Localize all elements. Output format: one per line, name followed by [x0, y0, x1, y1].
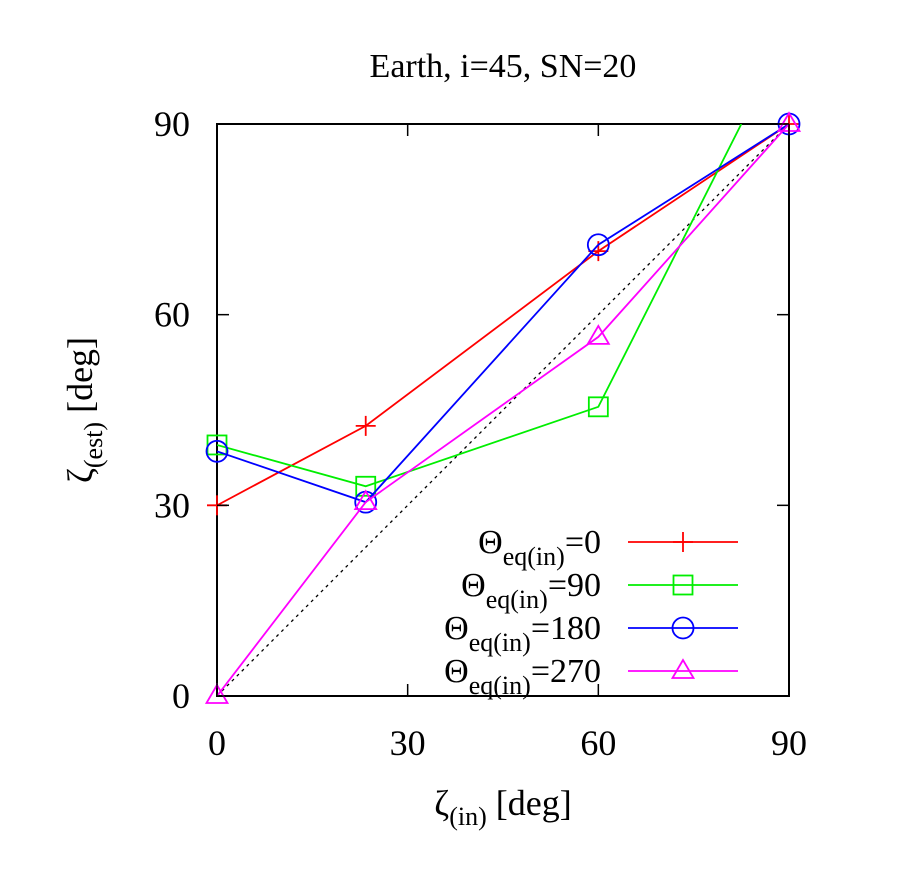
series-line-3 [217, 124, 789, 696]
legend-label: Θeq(in)=90 [461, 567, 601, 614]
chart-title: Earth, i=45, SN=20 [370, 48, 637, 85]
y-tick-label: 30 [154, 485, 190, 525]
series-2 [205, 112, 801, 514]
series-3-point [204, 683, 230, 704]
legend-item: Θeq(in)=270 [444, 653, 738, 700]
x-axis-label-sub: (in) [449, 802, 487, 831]
legend-label-main: Θ [444, 653, 469, 690]
legend-swatch-marker [673, 532, 693, 552]
series-1-point [206, 434, 228, 456]
legend-label: Θeq(in)=270 [444, 653, 601, 700]
y-axis-label-sub: (est) [79, 422, 108, 468]
x-tick-label: 0 [208, 723, 226, 763]
series-3-point [353, 489, 378, 511]
legend-item: Θeq(in)=0 [478, 524, 738, 571]
series-layer [204, 111, 802, 704]
legend-label-sub: eq(in) [503, 542, 565, 571]
legend-swatch-marker [672, 574, 694, 596]
series-0-point [355, 415, 376, 436]
series-3-point [586, 324, 611, 345]
series-1-point [355, 475, 377, 497]
series-1 [206, 124, 743, 497]
series-line-1 [217, 124, 743, 488]
series-3 [204, 111, 802, 704]
x-tick-label: 30 [390, 723, 426, 763]
plot-frame [216, 123, 790, 697]
series-2-point [205, 439, 229, 463]
series-2-point [586, 233, 610, 257]
plot-border [216, 123, 790, 697]
legend-label-suffix: =270 [531, 653, 601, 690]
x-axis-label-unit: [deg] [487, 783, 572, 823]
y-axis-label-unit: [deg] [60, 337, 100, 422]
legend-label-suffix: =180 [531, 610, 601, 647]
legend-label-main: Θ [461, 567, 486, 604]
x-tick-label: 90 [771, 723, 807, 763]
y-axis-label: ζ(est) [deg] [60, 337, 108, 483]
legend-label: Θeq(in)=180 [444, 610, 601, 657]
x-axis-label: ζ(in) [deg] [434, 783, 571, 831]
legend-label-sub: eq(in) [469, 628, 531, 657]
x-tick-label: 60 [580, 723, 616, 763]
y-tick-label: 0 [172, 676, 190, 716]
legend-label-sub: eq(in) [486, 585, 548, 614]
legend-label-main: Θ [478, 524, 503, 561]
series-line-2 [217, 124, 789, 504]
legend: Θeq(in)=0Θeq(in)=90Θeq(in)=180Θeq(in)=27… [444, 524, 738, 700]
y-tick-label: 90 [154, 104, 190, 144]
legend-label-suffix: =90 [548, 567, 601, 604]
x-axis-label-main: ζ [434, 783, 449, 823]
legend-item: Θeq(in)=90 [461, 567, 738, 614]
legend-label-main: Θ [444, 610, 469, 647]
legend-swatch-marker [671, 616, 695, 640]
series-1-point [587, 396, 609, 418]
legend-label-suffix: =0 [565, 524, 601, 561]
legend-label: Θeq(in)=0 [478, 524, 601, 571]
y-tick-label: 60 [154, 295, 190, 335]
legend-item: Θeq(in)=180 [444, 610, 738, 657]
legend-label-sub: eq(in) [469, 671, 531, 700]
series-line-0 [217, 124, 789, 507]
legend-swatch-marker [670, 658, 696, 679]
y-axis-label-main: ζ [60, 468, 100, 483]
tick-layer: 0 30 60 90 0 30 60 90 [154, 104, 807, 763]
